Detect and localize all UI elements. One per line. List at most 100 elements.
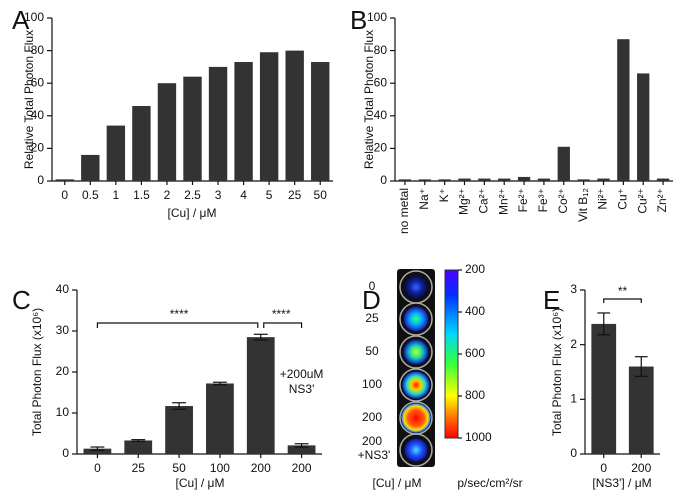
x-tick-label: 25 <box>288 188 302 202</box>
x-tick-label: 2.5 <box>184 188 201 202</box>
bar <box>656 178 670 181</box>
y-tick-label: 40 <box>56 282 70 296</box>
x-tick-label: 25 <box>132 461 146 475</box>
x-tick-label: Fe³⁺ <box>536 188 550 212</box>
bar <box>234 62 253 182</box>
bar <box>597 178 610 181</box>
x-tick-label: Ca²⁺ <box>477 188 491 214</box>
significance-bracket <box>96 322 259 328</box>
well-signal <box>404 438 428 462</box>
y-axis-label: Total Photon Flux (x10⁶) <box>30 308 44 436</box>
well-signal <box>401 403 431 433</box>
annotation: +200uM <box>280 367 324 381</box>
y-tick-label: 2 <box>570 337 577 351</box>
well-signal <box>404 275 428 299</box>
annotation: **** <box>170 307 189 321</box>
x-tick-label: 3 <box>215 188 222 202</box>
colorbar-tick-label: 800 <box>465 388 485 402</box>
x-tick-label: 2 <box>164 188 171 202</box>
panel-letter: B <box>350 5 367 35</box>
x-tick-label: Zn²⁺ <box>655 188 669 212</box>
panel-letter: D <box>362 285 381 315</box>
colorbar-tick-label: 600 <box>465 346 485 360</box>
bar <box>206 383 234 454</box>
x-tick-label: Cu²⁺ <box>635 188 649 214</box>
bar <box>287 445 316 454</box>
panel-letter: E <box>543 285 560 315</box>
well-rim <box>399 302 433 336</box>
x-tick-label: Co²⁺ <box>556 188 570 214</box>
x-tick-label: 0 <box>94 461 101 475</box>
panel-letter: C <box>12 285 31 315</box>
x-tick-label: 0 <box>61 188 68 202</box>
annotation: **** <box>272 307 291 321</box>
x-tick-label: Na⁺ <box>417 188 431 210</box>
bar <box>259 52 279 182</box>
bar <box>617 39 630 181</box>
y-tick-label: 20 <box>31 141 45 155</box>
bar <box>438 179 451 181</box>
bar <box>498 178 511 181</box>
x-tick-label: K⁺ <box>437 188 451 202</box>
bar <box>398 179 412 181</box>
colorbar-tick-label: 1000 <box>465 430 492 444</box>
y-tick-label: 20 <box>374 141 388 155</box>
y-axis-label: Total Photon Flux (x10⁶) <box>550 308 564 436</box>
y-tick-label: 40 <box>374 108 388 122</box>
y-tick-label: 40 <box>31 108 45 122</box>
x-axis-label: [Cu] / μM <box>373 476 422 490</box>
annotation: NS3' <box>289 382 315 396</box>
x-tick-label: 200 <box>251 461 271 475</box>
x-tick-label: Ni²⁺ <box>596 188 610 210</box>
y-axis-label: Relative Total Photon Flux <box>362 30 376 169</box>
x-tick-label: 200 <box>292 461 312 475</box>
bar <box>124 440 153 454</box>
y-tick-label: 0 <box>380 173 387 187</box>
x-tick-label: Vit B₁₂ <box>576 188 590 222</box>
x-tick-label: 0.5 <box>82 188 99 202</box>
y-tick-label: 100 <box>367 10 387 24</box>
x-tick-label: 200 <box>631 461 651 475</box>
bar <box>165 406 193 454</box>
significance-bracket <box>603 298 642 303</box>
row-label: 50 <box>365 344 379 358</box>
bar <box>418 179 431 181</box>
x-tick-label: Mg²⁺ <box>457 188 471 215</box>
bar <box>183 76 202 181</box>
bar <box>537 178 551 181</box>
row-label: 0 <box>369 279 376 293</box>
y-axis-label: Relative Total Photon Flux <box>22 30 36 169</box>
bar <box>157 83 177 181</box>
colorbar <box>444 269 459 439</box>
y-tick-label: 10 <box>56 405 70 419</box>
bar <box>577 179 590 181</box>
bar <box>106 125 126 181</box>
bar <box>311 62 330 182</box>
y-tick-label: 100 <box>24 10 44 24</box>
row-note: +NS3' <box>358 448 391 462</box>
x-tick-label: no metal <box>397 188 411 234</box>
well-rim <box>399 368 433 402</box>
bar <box>637 73 650 181</box>
y-tick-label: 30 <box>56 323 70 337</box>
y-tick-label: 80 <box>374 43 388 57</box>
panel-letter: A <box>12 5 30 35</box>
well-signal <box>403 339 429 365</box>
y-tick-label: 80 <box>31 43 45 57</box>
x-tick-label: Fe²⁺ <box>516 188 530 212</box>
y-tick-label: 0 <box>62 446 69 460</box>
bar <box>83 448 112 454</box>
bar <box>285 50 304 181</box>
y-tick-label: 0 <box>570 446 577 460</box>
bar <box>246 337 275 454</box>
y-tick-label: 3 <box>570 282 577 296</box>
colorbar-tick-label: 200 <box>465 262 485 276</box>
well-rim <box>399 433 433 467</box>
x-tick-label: 5 <box>266 188 273 202</box>
x-axis-label: [Cu] / μM <box>176 476 225 490</box>
y-tick-label: 60 <box>374 75 388 89</box>
y-tick-label: 60 <box>31 75 45 89</box>
well-rim <box>399 335 433 369</box>
bar <box>628 366 654 454</box>
